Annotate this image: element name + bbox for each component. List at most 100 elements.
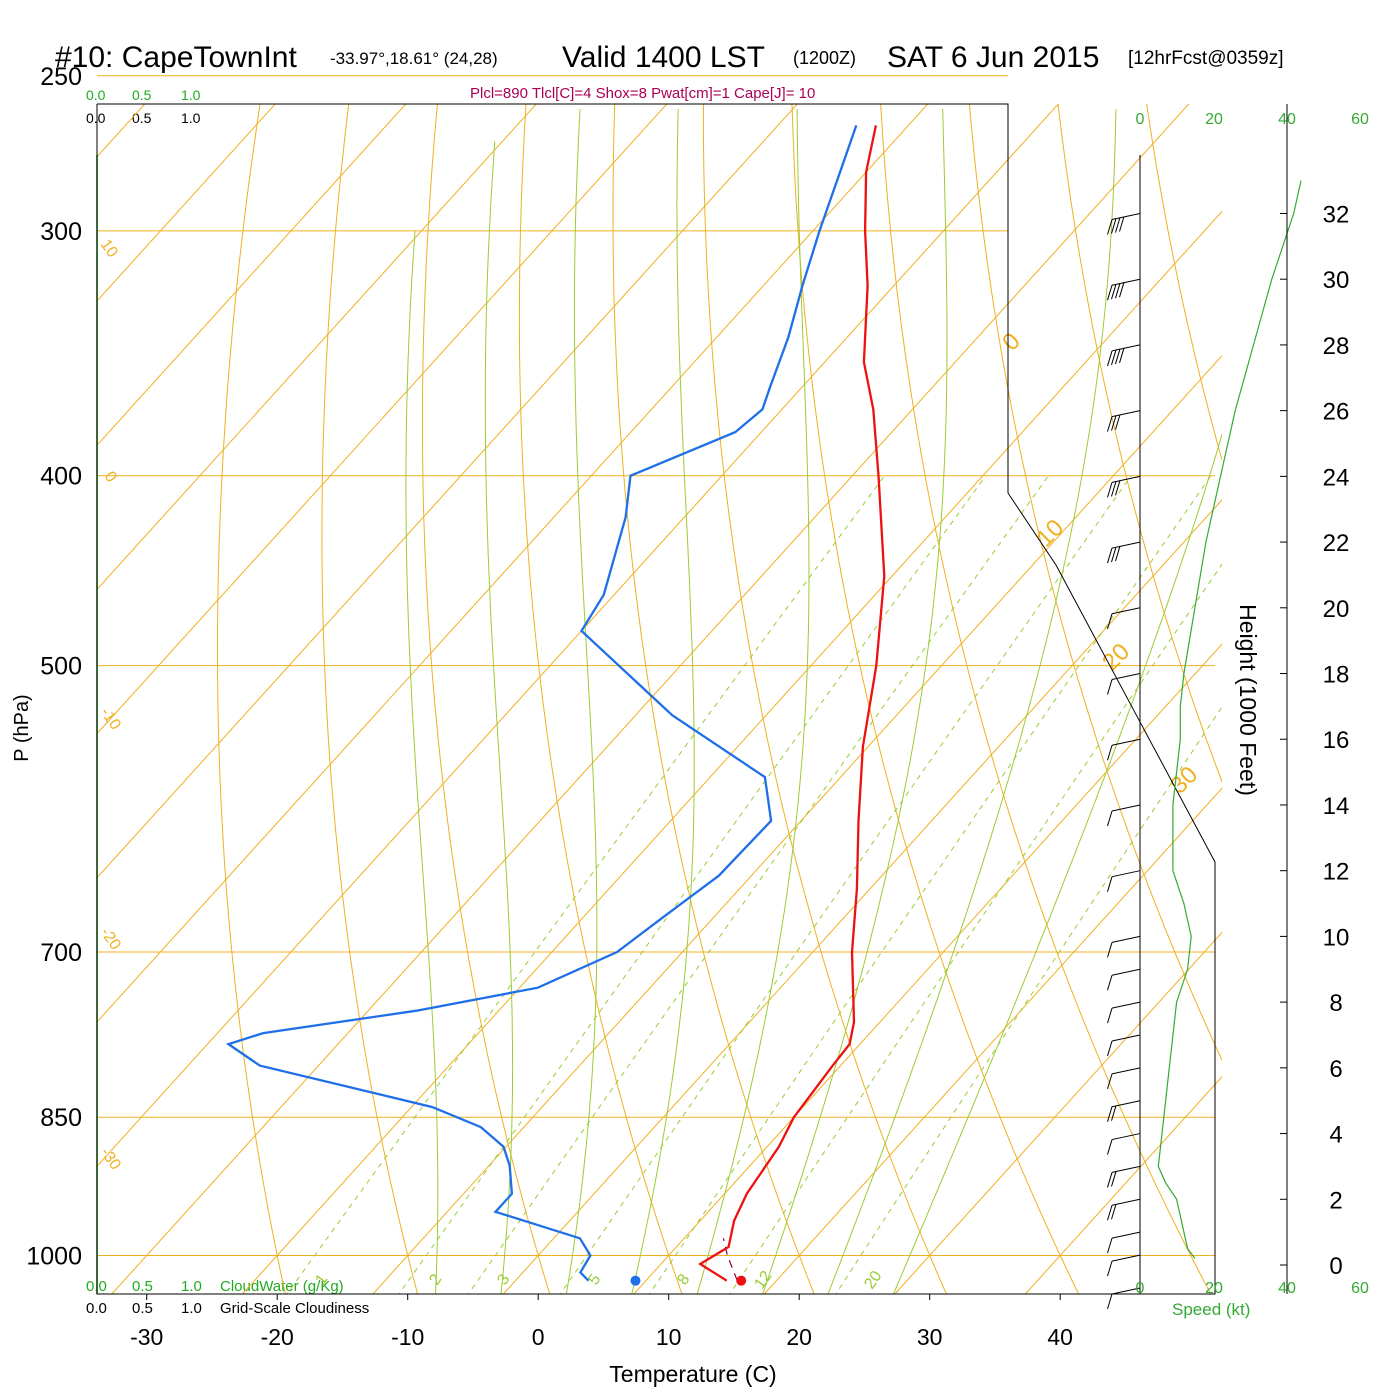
speed-tick-label: 20 (1205, 1280, 1223, 1297)
speed-tick-label: 0 (1136, 1280, 1145, 1297)
mixing-ratio-lines (286, 475, 1222, 1294)
temperature-tick-label: 0 (532, 1324, 545, 1350)
surface-dewpoint-dot (630, 1275, 641, 1286)
isotherm-line (1024, 1075, 1222, 1294)
height-tick-label: 16 (1323, 727, 1350, 754)
isotherm-line (502, 499, 1222, 1294)
wind-barb-flag (1107, 1106, 1113, 1122)
cloud-water-tick: 0.5 (132, 87, 152, 103)
isotherm-line (97, 104, 276, 302)
mixing-ratio-line (286, 475, 885, 1294)
mixing-ratio-line (729, 563, 1222, 1294)
isotherm-line (763, 787, 1222, 1294)
dewpoint-line (225, 125, 858, 1282)
height-tick-label: 26 (1323, 399, 1350, 426)
wind-barb-flag (1107, 547, 1113, 564)
wind-barb-staff (1111, 673, 1141, 681)
isotherm-line (97, 104, 537, 591)
moist-adiabat-line (631, 109, 695, 1294)
wind-barb-flag (1111, 1105, 1117, 1121)
height-axis-label: Height (1000 Feet) (1235, 604, 1261, 796)
isotherm-line (894, 931, 1222, 1294)
wind-barb-staff (1111, 870, 1141, 878)
sounding-indices: Plcl=890 Tlcl[C]=4 Shox=8 Pwat[cm]=1 Cap… (470, 85, 815, 102)
mixing-ratio-line (467, 475, 1049, 1294)
cloud-water-tick: 1.0 (181, 87, 201, 103)
wind-barb-flag (1111, 415, 1117, 431)
wind-barb-staff (1111, 475, 1141, 483)
wind-barb-staff (1111, 1231, 1141, 1239)
speed-tick-label: 20 (1205, 111, 1223, 128)
cloudiness-tick: 1.0 (181, 110, 201, 126)
speed-axis-bottom: 0 20 40 60 (1136, 1280, 1369, 1297)
speed-tick-label: 60 (1351, 111, 1369, 128)
height-tick-label: 8 (1329, 990, 1342, 1017)
temperature-tick-label: -20 (261, 1324, 294, 1350)
wind-barb-staff (1111, 1034, 1141, 1042)
cloudiness-label: Grid-Scale Cloudiness (220, 1300, 369, 1317)
mixing-ratio-line (398, 475, 987, 1294)
wind-barb-flag (1111, 284, 1117, 300)
x-axis-label: Temperature (C) (609, 1361, 776, 1387)
wind-barb-flag (1111, 349, 1117, 366)
wind-barb-staff (1111, 1287, 1141, 1295)
dry-adiabat-label: 10 (97, 237, 121, 261)
height-tick-label: 22 (1323, 530, 1350, 557)
height-tick-label: 10 (1323, 924, 1350, 951)
isotherm-lines (97, 104, 1222, 1294)
wind-barb-staff (1111, 1198, 1141, 1206)
wind-barb-flag (1119, 282, 1125, 298)
isotherm-line (372, 354, 1222, 1294)
isotherm-line (97, 104, 668, 735)
mixing-ratio-label: 8 (674, 1271, 693, 1288)
wind-barb-flag (1107, 942, 1113, 958)
cloudiness-tick: 0.5 (132, 1300, 153, 1317)
wind-barb-flag (1107, 810, 1113, 827)
station-coords: -33.97°,18.61° (24,28) (330, 49, 498, 68)
cloudiness-tick: 0.0 (86, 1300, 107, 1317)
parcel-path (722, 1238, 738, 1281)
isotherm-line (111, 104, 1190, 1294)
moist-adiabat-line (696, 109, 810, 1294)
wind-barb-flag (1107, 1237, 1113, 1254)
isotherm-line (241, 210, 1222, 1294)
wind-barb-flag (1107, 613, 1113, 629)
utc-time: (1200Z) (793, 48, 856, 68)
height-tick-label: 24 (1323, 464, 1350, 491)
moist-adiabat-line (827, 109, 1117, 1294)
height-tick-label: 0 (1329, 1253, 1342, 1280)
wind-barb-flag (1107, 1260, 1113, 1277)
mixing-ratio-line (648, 475, 1212, 1294)
moist-adiabat-line (405, 230, 439, 1294)
isotherm-line (633, 643, 1222, 1294)
cloudiness-scale-top: 0.0 0.5 1.0 (86, 110, 201, 126)
height-tick-label: 12 (1323, 859, 1350, 886)
dewpoint-profile (225, 125, 858, 1282)
isotherm-line (97, 104, 798, 879)
cloudiness-tick: 1.0 (181, 1300, 202, 1317)
height-tick-label: 4 (1329, 1122, 1342, 1149)
valid-date: SAT 6 Jun 2015 (887, 41, 1099, 74)
plot-frame (96, 103, 1216, 1295)
wind-barb-flag (1107, 876, 1113, 892)
cloud-water-tick: 0.5 (132, 1278, 153, 1295)
wind-barb-staff (1111, 1001, 1141, 1009)
wind-barb-flag (1107, 975, 1113, 991)
wind-barb-flag (1107, 1040, 1113, 1057)
wind-barb-flag (1107, 219, 1113, 235)
moist-adiabat-lines (405, 109, 1222, 1294)
temperature-tick-label: 10 (656, 1324, 682, 1350)
height-tick-label: 32 (1323, 201, 1350, 228)
isotherm-line (97, 104, 407, 446)
wind-barb-flag (1115, 217, 1121, 233)
wind-barb-flag (1119, 216, 1125, 232)
wind-barb-flag (1107, 1293, 1113, 1310)
speed-tick-label: 40 (1278, 111, 1296, 128)
cloud-water-scale-bottom: 0.0 0.5 1.0 CloudWater (g/Kg) (86, 1278, 344, 1295)
height-tick-label: 6 (1329, 1056, 1342, 1083)
wind-barb-staff (1111, 278, 1141, 286)
wind-barb-flag (1115, 414, 1121, 430)
cloud-water-label: CloudWater (g/Kg) (220, 1278, 344, 1295)
